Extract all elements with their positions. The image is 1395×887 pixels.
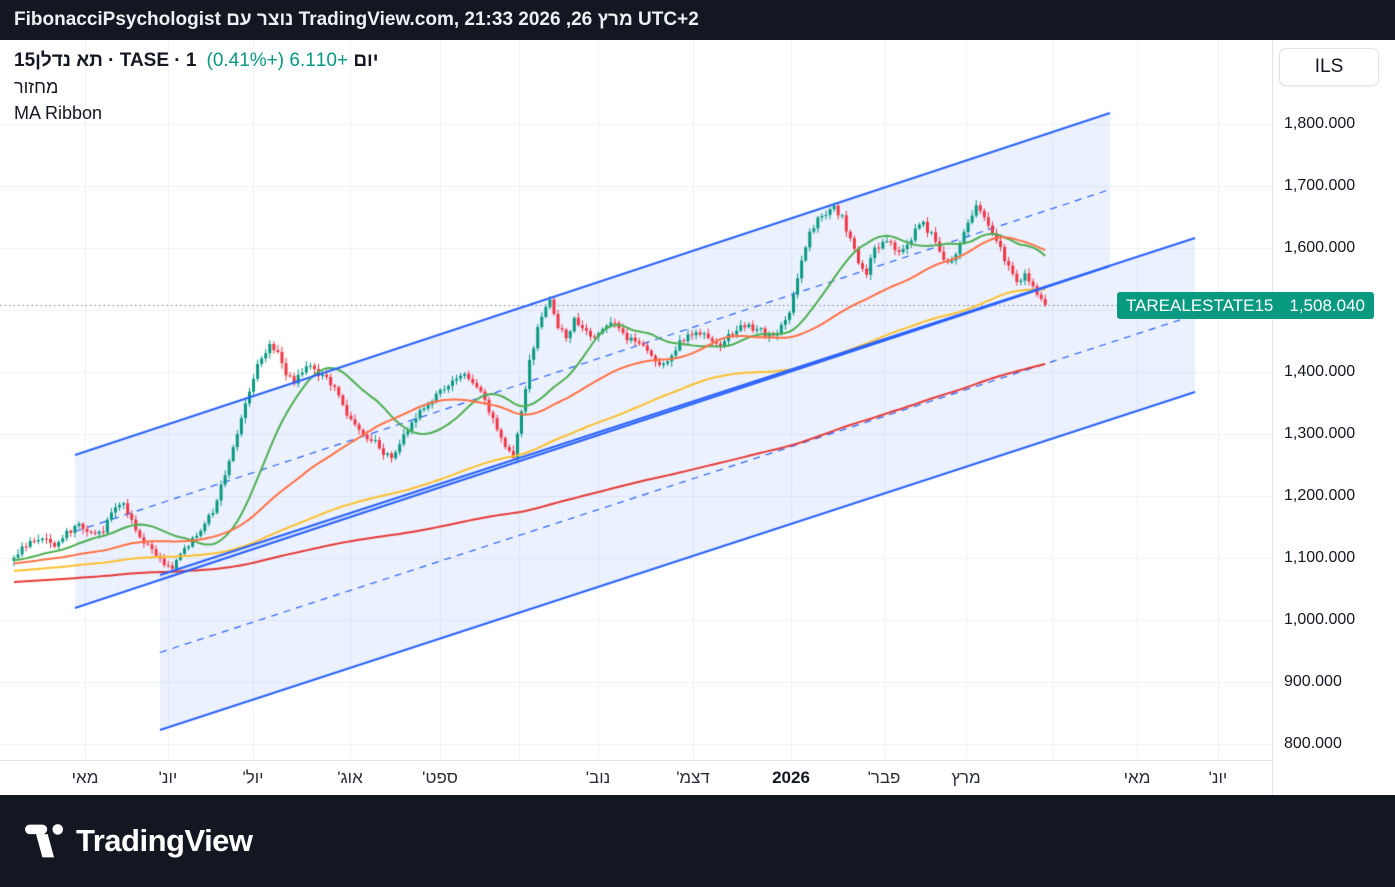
price-axis-label: 800.000 — [1284, 735, 1342, 752]
price-chart-canvas[interactable] — [0, 40, 1272, 760]
price-axis-label: 1,300.000 — [1284, 425, 1356, 442]
time-axis-label: מרץ — [951, 768, 981, 787]
tradingview-logo[interactable]: TradingView — [25, 823, 253, 859]
volume-indicator-row[interactable]: מחזור — [14, 74, 378, 100]
chart-legend: תא נדלן15 · TASE · 1יום +6.110 (+0.41%) … — [14, 48, 378, 126]
price-axis-label: 1,400.000 — [1284, 363, 1356, 380]
price-axis-label: 1,600.000 — [1284, 239, 1356, 256]
currency-button[interactable]: ILS — [1279, 48, 1379, 86]
tradingview-logo-icon — [25, 824, 63, 858]
time-axis-label: ספט' — [422, 768, 458, 787]
symbol-legend-row[interactable]: תא נדלן15 · TASE · 1יום +6.110 (+0.41%) — [14, 48, 378, 74]
chart-area: תא נדלן15 · TASE · 1יום +6.110 (+0.41%) … — [0, 40, 1395, 795]
time-axis-label: יונ' — [158, 768, 178, 787]
attribution-text: FibonacciPsychologist נוצר עם TradingVie… — [14, 9, 699, 30]
last-price-symbol: TAREALESTATE15 — [1125, 295, 1274, 315]
volume-indicator-label[interactable]: מחזור — [14, 77, 59, 97]
time-axis-label: דצמ' — [676, 768, 710, 787]
time-axis-label: מאי — [71, 768, 99, 787]
price-axis-label: 1,200.000 — [1284, 487, 1356, 504]
price-axis-label: 1,000.000 — [1284, 611, 1356, 628]
last-price-badge: TAREALESTATE15 1,508.040 — [1116, 292, 1374, 319]
last-price-value: 1,508.040 — [1289, 295, 1365, 315]
time-axis-label: יול' — [242, 768, 264, 787]
symbol-title[interactable]: תא נדלן15 · TASE · 1יום — [14, 50, 379, 71]
time-axis-label: 2026 — [772, 768, 810, 787]
ma-ribbon-indicator-label[interactable]: MA Ribbon — [14, 103, 103, 123]
currency-label: ILS — [1314, 56, 1344, 77]
time-axis-label: אוג' — [337, 768, 363, 787]
time-axis-label: פבר' — [867, 768, 901, 787]
tradingview-logo-text: TradingView — [76, 823, 253, 858]
footer-bar: TradingView — [0, 795, 1395, 887]
ma-ribbon-indicator-row[interactable]: MA Ribbon — [14, 100, 378, 126]
time-axis-label: מאי — [1123, 768, 1151, 787]
price-axis[interactable]: ILS 1,800.000 1,700.000 1,600.000 1,400.000… — [1272, 40, 1395, 795]
time-axis[interactable]: מאי יונ' יול' אוג' ספט' נוב' דצמ' 2026 פבר' מרץ מא… — [0, 760, 1272, 795]
price-axis-label: 1,700.000 — [1284, 177, 1356, 194]
price-axis-label: 900.000 — [1284, 673, 1342, 690]
price-change: +6.110 (+0.41%) — [206, 50, 349, 71]
price-axis-label: 1,100.000 — [1284, 549, 1356, 566]
time-axis-label: יונ' — [1208, 768, 1228, 787]
price-axis-label: 1,800.000 — [1284, 115, 1356, 132]
attribution-bar: FibonacciPsychologist נוצר עם TradingVie… — [0, 0, 1395, 40]
time-axis-label: נוב' — [585, 768, 611, 787]
